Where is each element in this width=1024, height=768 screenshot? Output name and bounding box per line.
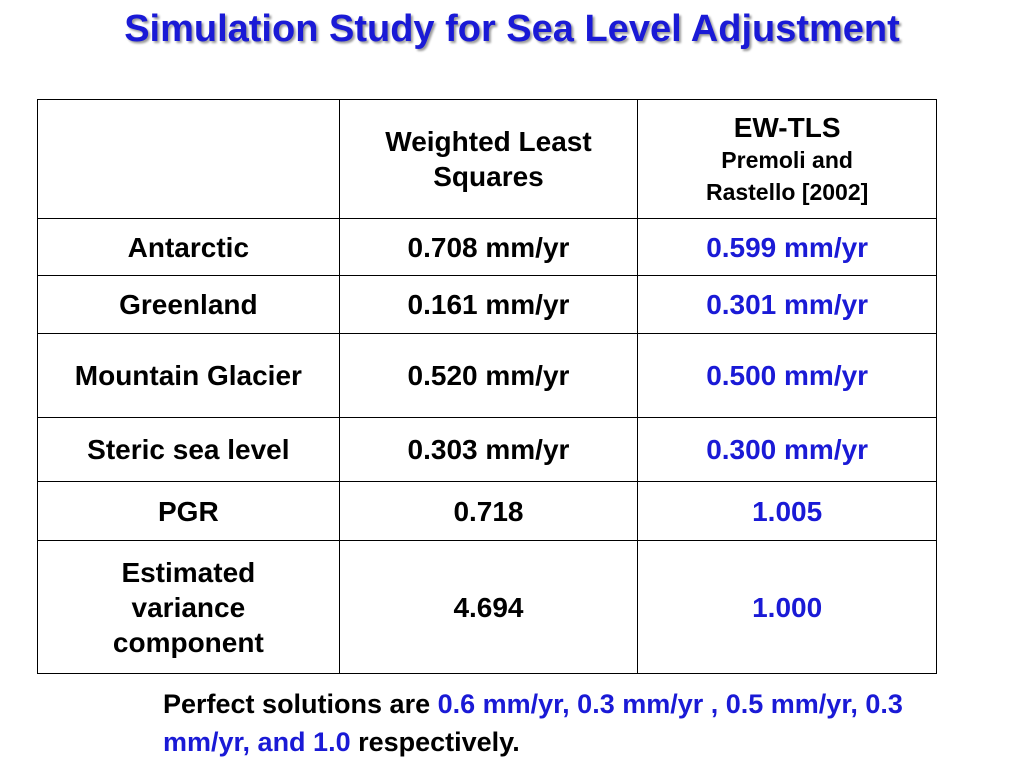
ewtls-value: 0.301 mm/yr xyxy=(637,275,937,334)
row-label: Greenland xyxy=(37,275,340,334)
results-table: Weighted Least Squares EW-TLS Premoli an… xyxy=(37,99,937,674)
row-label: PGR xyxy=(37,481,340,541)
footnote-values: 0.6 mm/yr, 0.3 mm/yr , 0.5 mm/yr, 0.3 mm… xyxy=(163,689,903,757)
table-row: Antarctic 0.708 mm/yr 0.599 mm/yr xyxy=(37,218,937,276)
wls-value: 0.303 mm/yr xyxy=(338,417,639,482)
wls-value: 0.708 mm/yr xyxy=(338,218,639,276)
footnote-suffix: respectively. xyxy=(350,726,520,757)
row-label: Steric sea level xyxy=(37,417,340,482)
table-row: Mountain Glacier 0.520 mm/yr 0.500 mm/yr xyxy=(37,333,937,418)
table-row: Steric sea level 0.303 mm/yr 0.300 mm/yr xyxy=(37,417,937,482)
row-label-line3: component xyxy=(112,626,264,658)
wls-value: 4.694 xyxy=(338,540,639,674)
row-label-line1: Estimated xyxy=(121,556,256,588)
table-header-row: Weighted Least Squares EW-TLS Premoli an… xyxy=(37,99,937,219)
ewtls-value: 0.500 mm/yr xyxy=(637,333,937,418)
header-ewtls-sub2: Rastello [2002] xyxy=(705,178,869,205)
header-wls-line1: Weighted Least xyxy=(385,126,592,157)
header-corner-cell xyxy=(37,99,340,219)
header-wls-cell: Weighted Least Squares xyxy=(338,99,639,219)
row-label: Mountain Glacier xyxy=(37,333,340,418)
row-label: Antarctic xyxy=(37,218,340,276)
ewtls-value: 1.000 xyxy=(637,540,937,674)
row-label-line2: variance xyxy=(131,591,246,623)
page-title: Simulation Study for Sea Level Adjustmen… xyxy=(124,8,900,50)
table-row: Greenland 0.161 mm/yr 0.301 mm/yr xyxy=(37,275,937,334)
ewtls-value: 1.005 xyxy=(637,481,937,541)
table-row: Estimated variance component 4.694 1.000 xyxy=(37,540,937,674)
row-label: Estimated variance component xyxy=(37,540,340,674)
footnote-prefix: Perfect solutions are xyxy=(163,689,438,719)
header-ewtls-cell: EW-TLS Premoli and Rastello [2002] xyxy=(637,99,937,219)
ewtls-value: 0.300 mm/yr xyxy=(637,417,937,482)
header-wls-line2: Squares xyxy=(433,161,544,192)
wls-value: 0.161 mm/yr xyxy=(338,275,639,334)
footnote: Perfect solutions are 0.6 mm/yr, 0.3 mm/… xyxy=(163,686,963,762)
wls-value: 0.520 mm/yr xyxy=(338,333,639,418)
header-ewtls-sub1: Premoli and xyxy=(721,147,853,174)
table-row: PGR 0.718 1.005 xyxy=(37,481,937,541)
ewtls-value: 0.599 mm/yr xyxy=(637,218,937,276)
wls-value: 0.718 xyxy=(338,481,639,541)
header-ewtls-main: EW-TLS xyxy=(733,112,841,144)
